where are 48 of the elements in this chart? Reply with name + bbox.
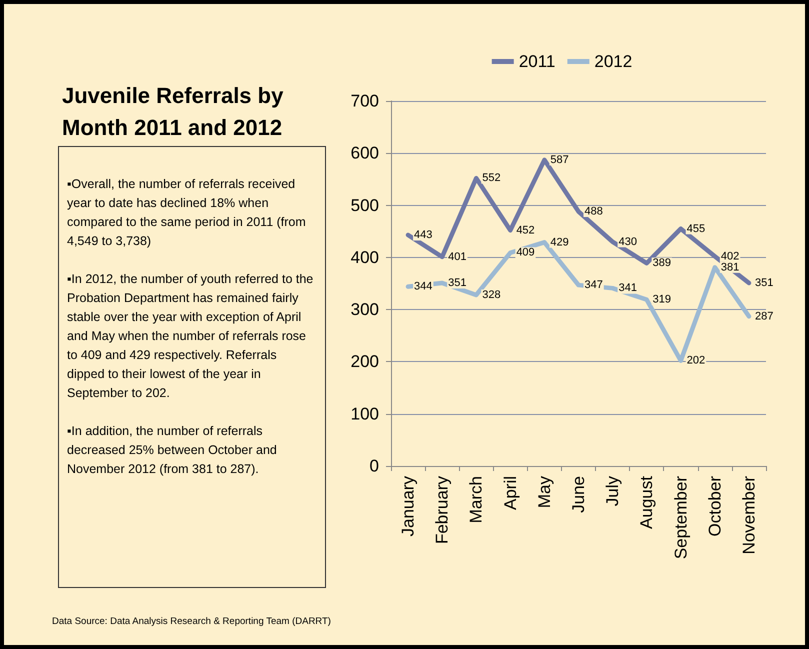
- data-label: 347: [584, 279, 603, 292]
- source-note: Data Source: Data Analysis Research & Reporting Team (DARRT): [52, 616, 331, 627]
- data-label: 287: [754, 310, 774, 322]
- data-label: 430: [618, 236, 637, 248]
- x-tick-label: March: [466, 476, 486, 524]
- text: ▪In 2012, the number of youth referred to the Probation Department has remained fairly stable over the year with exception of April and May when the number of referrals rose to 409 and 429 respectively. Referrals dipped to their lowest of the year in September to 202.: [67, 271, 314, 402]
- data-label: 452: [516, 224, 535, 236]
- data-label: 552: [482, 172, 501, 184]
- y-tick-label: 400: [350, 248, 379, 267]
- text: Juvenile Referrals by Month 2011 and 2012: [62, 82, 284, 142]
- x-tick-label: October: [705, 476, 724, 536]
- data-label: 587: [550, 154, 569, 166]
- data-label: 341: [618, 282, 637, 294]
- data-label: 328: [482, 288, 501, 301]
- data-label: 319: [652, 294, 672, 306]
- text: ▪In addition, the number of referrals decreased 25% between October and November 2012 (from 381 to 287).: [67, 423, 278, 478]
- y-tick-label: 0: [370, 456, 379, 476]
- data-label: 381: [720, 261, 740, 274]
- data-label: 401: [448, 250, 466, 263]
- x-tick-label: February: [432, 476, 452, 544]
- data-label: 351: [448, 276, 466, 289]
- x-tick-label: April: [500, 476, 520, 510]
- data-label: 429: [550, 236, 569, 248]
- data-label: 443: [414, 229, 432, 242]
- x-tick-label: November: [739, 476, 758, 554]
- legend-label: 2012: [594, 52, 632, 71]
- x-tick-label: May: [534, 476, 554, 508]
- x-tick-label: July: [603, 476, 622, 506]
- legend-label: 2011: [518, 52, 556, 71]
- data-label: 344: [414, 280, 432, 293]
- data-label: 402: [720, 250, 740, 262]
- x-tick-label: September: [671, 476, 690, 560]
- y-tick-label: 700: [350, 92, 379, 110]
- data-label: 488: [584, 206, 603, 218]
- y-tick-label: 600: [350, 144, 379, 163]
- y-tick-label: 300: [350, 300, 379, 320]
- x-tick-label: August: [637, 476, 656, 529]
- x-tick-label: January: [398, 476, 418, 536]
- y-tick-label: 100: [350, 404, 379, 424]
- x-tick-label: June: [569, 476, 588, 513]
- data-label: 351: [754, 276, 774, 289]
- data-label: 409: [516, 246, 535, 259]
- text: ▪Overall, the number of referrals received year to date has declined 18% when compared to the same period in 2011 (from 4,549 to 3,738): [67, 176, 307, 250]
- data-label: 455: [686, 222, 706, 235]
- y-tick-label: 500: [350, 196, 379, 215]
- data-label: 202: [686, 354, 706, 367]
- y-tick-label: 200: [350, 352, 379, 372]
- data-label: 389: [652, 257, 672, 270]
